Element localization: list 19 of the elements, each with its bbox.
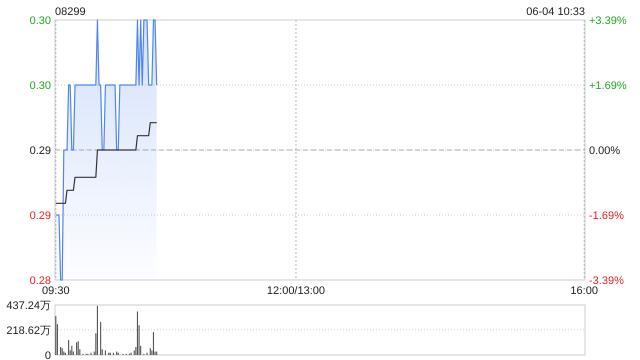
y-tick-label: 0.28	[30, 275, 51, 287]
line-series	[55, 122, 158, 204]
y-tick-label: 218.62万	[6, 325, 51, 337]
y2-tick-label: 0.00%	[589, 145, 620, 157]
y-tick-label: 0.29	[30, 145, 51, 157]
y2-tick-label: +3.39%	[589, 15, 627, 27]
x-tick-label: 16:00	[570, 285, 598, 297]
x-tick-label: 12:00/13:00	[266, 285, 326, 297]
y2-tick-label: +1.69%	[589, 80, 627, 92]
y2-tick-label: -1.69%	[589, 210, 624, 222]
y-tick-label: 437.24万	[6, 300, 51, 312]
y2-tick-label: -3.39%	[589, 275, 624, 287]
x-tick-label: 09:30	[42, 285, 70, 297]
y-tick-label: 0.29	[30, 210, 51, 222]
y-tick-label: 0.30	[30, 80, 51, 92]
y-tick-label: 0.30	[30, 15, 51, 27]
y-tick-label: 0	[44, 350, 51, 360]
chart-title: 08299	[55, 6, 86, 18]
chart-subtitle: 06-04 10:33	[526, 6, 585, 18]
